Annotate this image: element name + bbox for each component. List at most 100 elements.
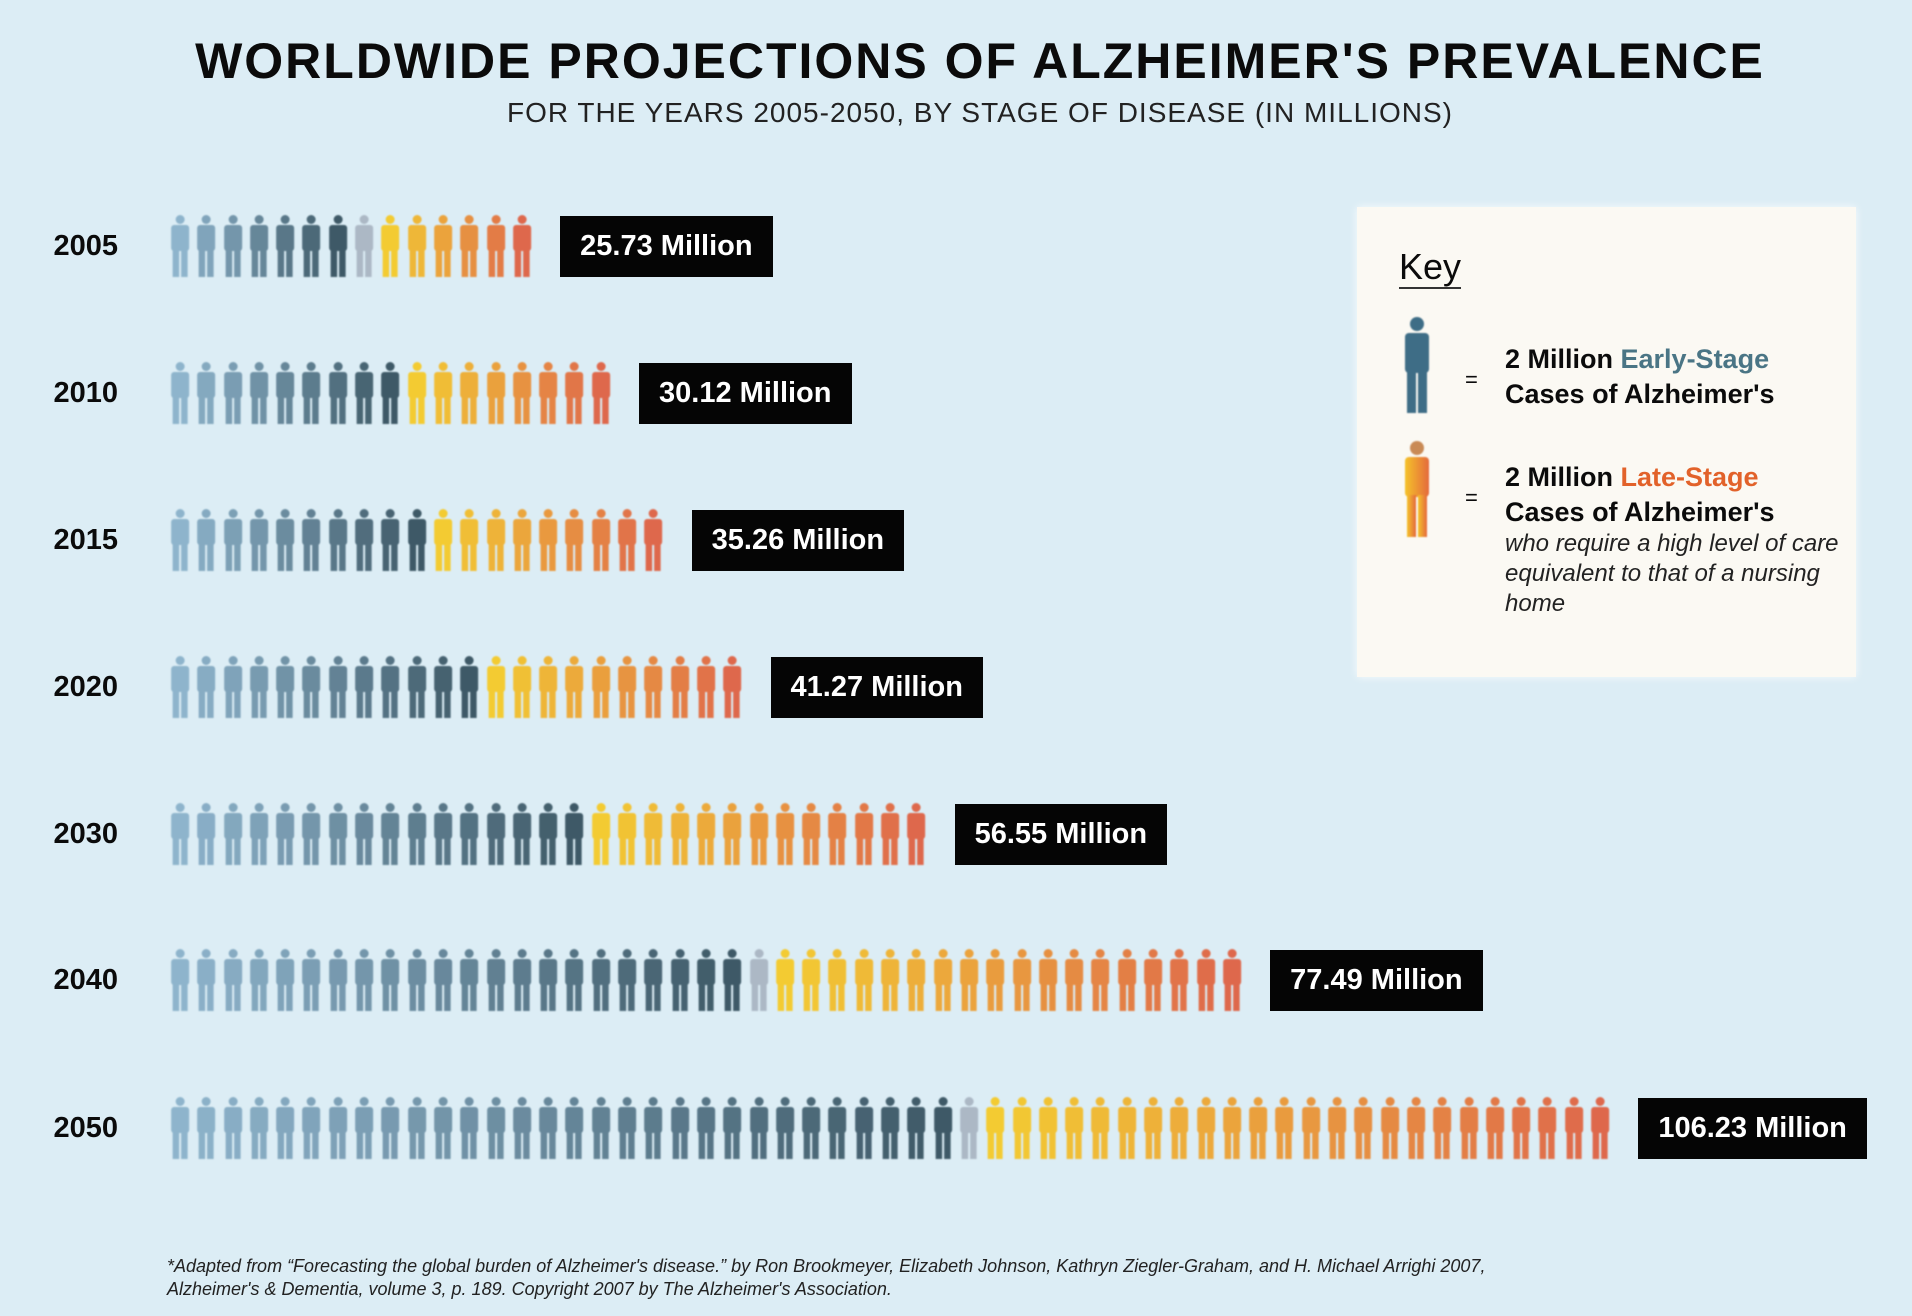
early-stage-person-icon	[854, 1097, 873, 1159]
early-stage-person-icon	[197, 362, 216, 424]
late-stage-person-icon	[1223, 1097, 1242, 1159]
late-stage-person-icon	[591, 803, 610, 865]
early-stage-person-icon	[1405, 317, 1429, 413]
early-stage-person-icon	[223, 509, 242, 571]
early-stage-person-icon	[171, 509, 190, 571]
early-stage-person-icon	[513, 949, 532, 1011]
early-stage-person-icon	[171, 803, 190, 865]
early-stage-person-icon	[618, 1097, 637, 1159]
late-stage-person-icon	[591, 509, 610, 571]
late-stage-person-icon	[907, 949, 926, 1011]
late-stage-person-icon	[1223, 949, 1242, 1011]
early-stage-person-icon	[907, 1097, 926, 1159]
late-stage-person-icon	[539, 362, 558, 424]
early-stage-person-icon	[434, 656, 453, 718]
late-stage-person-icon	[723, 656, 742, 718]
early-stage-person-icon	[302, 1097, 321, 1159]
figures	[167, 802, 930, 866]
early-stage-person-icon	[171, 215, 190, 277]
row-2005: 2005 25.73 Million	[0, 211, 773, 281]
late-stage-person-icon	[1433, 1097, 1452, 1159]
late-stage-person-icon	[539, 509, 558, 571]
early-stage-person-icon	[276, 949, 295, 1011]
early-stage-person-icon	[276, 215, 295, 277]
figures	[167, 508, 667, 572]
early-stage-person-icon	[171, 362, 190, 424]
early-stage-person-icon	[434, 949, 453, 1011]
early-stage-person-icon	[434, 803, 453, 865]
late-stage-person-icon	[749, 803, 768, 865]
early-stage-person-icon	[881, 1097, 900, 1159]
early-stage-person-icon	[697, 949, 716, 1011]
total-label: 25.73 Million	[560, 215, 773, 277]
late-stage-person-icon	[644, 656, 663, 718]
total-label: 41.27 Million	[770, 656, 983, 718]
late-stage-person-icon	[1405, 441, 1429, 537]
early-stage-person-icon	[302, 362, 321, 424]
early-stage-person-icon	[171, 949, 190, 1011]
late-stage-person-icon	[1170, 1097, 1189, 1159]
year-label: 2005	[53, 229, 118, 262]
early-stage-person-icon	[407, 949, 426, 1011]
late-stage-person-icon	[1144, 1097, 1163, 1159]
early-stage-person-icon	[381, 656, 400, 718]
late-stage-person-icon	[513, 656, 532, 718]
early-stage-person-icon	[276, 362, 295, 424]
late-stage-person-icon	[486, 509, 505, 571]
late-stage-person-icon	[1485, 1097, 1504, 1159]
late-stage-person-icon	[828, 949, 847, 1011]
early-stage-person-icon	[407, 509, 426, 571]
early-stage-person-icon	[565, 1097, 584, 1159]
early-stage-person-icon	[223, 949, 242, 1011]
key-late-note: who require a high level of care equival…	[1505, 530, 1839, 617]
early-stage-person-icon	[407, 1097, 426, 1159]
late-stage-person-icon	[1380, 1097, 1399, 1159]
early-stage-person-icon	[565, 949, 584, 1011]
early-stage-person-icon	[775, 1097, 794, 1159]
early-stage-person-icon	[381, 803, 400, 865]
early-stage-person-icon	[250, 656, 269, 718]
early-stage-person-icon	[223, 215, 242, 277]
key-title: Key	[1399, 246, 1462, 289]
early-stage-person-icon	[486, 1097, 505, 1159]
early-stage-person-icon	[250, 215, 269, 277]
early-stage-person-icon	[539, 1097, 558, 1159]
late-stage-person-icon	[1459, 1097, 1478, 1159]
late-stage-person-icon	[644, 803, 663, 865]
early-stage-person-icon	[223, 362, 242, 424]
chart-title: WORLDWIDE PROJECTIONS OF ALZHEIMER'S PRE…	[195, 33, 1765, 89]
early-stage-person-icon	[381, 1097, 400, 1159]
total-label: 56.55 Million	[954, 803, 1168, 865]
early-stage-person-icon	[276, 509, 295, 571]
partial-person-icon	[749, 949, 768, 1011]
equals-sign: =	[1465, 485, 1478, 510]
early-stage-person-icon	[644, 949, 663, 1011]
figures	[167, 948, 1245, 1012]
early-stage-person-icon	[460, 803, 479, 865]
footnote-line-1: *Adapted from “Forecasting the global bu…	[167, 1256, 1486, 1276]
early-stage-person-icon	[276, 656, 295, 718]
late-stage-person-icon	[591, 362, 610, 424]
late-stage-person-icon	[854, 803, 873, 865]
footnote: *Adapted from “Forecasting the global bu…	[167, 1255, 1485, 1301]
late-stage-person-icon	[1354, 1097, 1373, 1159]
early-stage-person-icon	[171, 656, 190, 718]
late-stage-person-icon	[618, 803, 637, 865]
early-stage-person-icon	[197, 509, 216, 571]
early-stage-person-icon	[513, 803, 532, 865]
year-label: 2030	[53, 817, 118, 850]
figures	[167, 655, 746, 719]
early-stage-person-icon	[539, 949, 558, 1011]
late-stage-person-icon	[407, 215, 426, 277]
late-stage-person-icon	[1407, 1097, 1426, 1159]
late-stage-person-icon	[802, 949, 821, 1011]
row-2030: 2030 56.55 Million	[0, 799, 1168, 869]
late-stage-person-icon	[513, 509, 532, 571]
late-stage-person-icon	[486, 656, 505, 718]
early-stage-person-icon	[723, 949, 742, 1011]
early-stage-person-icon	[197, 1097, 216, 1159]
early-stage-person-icon	[618, 949, 637, 1011]
early-stage-person-icon	[407, 803, 426, 865]
late-stage-person-icon	[1091, 949, 1110, 1011]
late-stage-person-icon	[618, 509, 637, 571]
